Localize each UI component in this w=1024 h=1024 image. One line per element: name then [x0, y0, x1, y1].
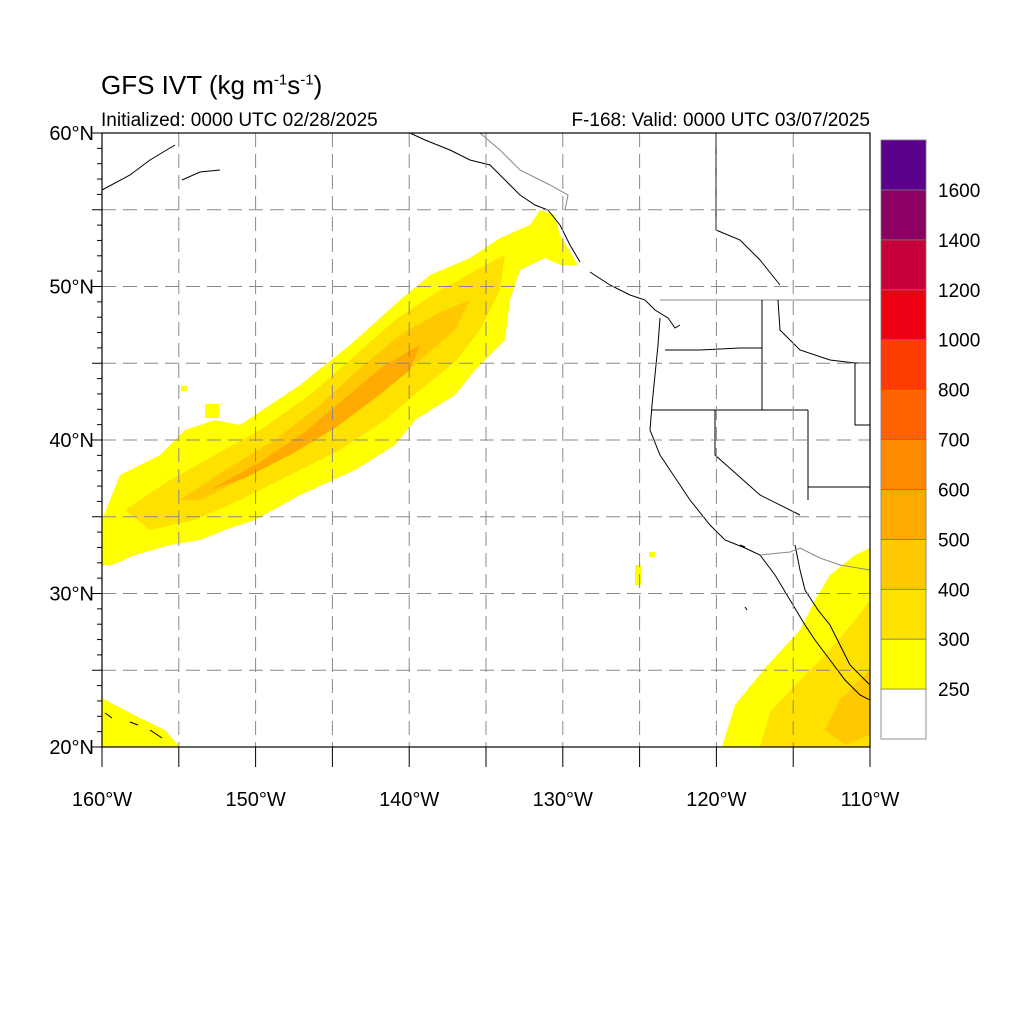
colorbar-label: 300 [938, 630, 970, 651]
colorbar-label: 1200 [938, 281, 980, 302]
wyoming-border [854, 362, 870, 426]
colorbar-box [880, 389, 927, 440]
colorbar-box [880, 439, 927, 490]
colorbar-label: 800 [938, 381, 970, 402]
ivt-speck [635, 565, 641, 585]
lon-label: 150°W [225, 789, 285, 811]
lon-axis-labels: 160°W 150°W 140°W 130°W 120°W 110°W [72, 789, 900, 811]
alberta-border [715, 133, 781, 286]
lon-label: 160°W [72, 789, 132, 811]
colorbar-label: 1000 [938, 331, 980, 352]
colorbar-label: 500 [938, 530, 970, 551]
lat-axis-labels: 60°N 50°N 40°N 30°N 20°N [49, 123, 94, 759]
colorbar-box [880, 289, 927, 341]
map-panel [102, 133, 870, 747]
lat-label: 40°N [49, 430, 94, 452]
ivt-speck [205, 404, 219, 418]
colorbar-box [880, 339, 927, 390]
colorbar-box [880, 139, 927, 191]
ivt-plume-400 [125, 255, 505, 530]
ivt-plume-600 [210, 345, 420, 490]
hawaii-islands [104, 712, 163, 739]
lat-label: 60°N [49, 123, 94, 145]
washington-oregon-border [665, 347, 762, 351]
lon-label: 130°W [533, 789, 593, 811]
montana-border [777, 299, 856, 364]
colorbar-box [880, 588, 927, 640]
lat-label: 30°N [49, 584, 94, 606]
colorbar-label: 600 [938, 480, 970, 501]
colorbar-label: 1600 [938, 181, 980, 202]
us-west-coast [649, 317, 870, 701]
colorbar-label: 1400 [938, 231, 980, 252]
colorbar-box [880, 538, 927, 590]
lon-label: 140°W [379, 789, 439, 811]
colorbar-box [880, 239, 927, 291]
aleutian-coast [102, 144, 221, 191]
baja-gulf-coast [794, 544, 870, 686]
colorbar-label: 400 [938, 580, 970, 601]
ivt-sw-corner [102, 698, 180, 747]
colorbar: 250 300 400 500 600 700 800 1000 1200 1400 1600 [880, 139, 980, 740]
colorbar-box [880, 489, 927, 540]
valid-time: F-168: Valid: 0000 UTC 03/07/2025 [571, 110, 870, 131]
initialized-time: Initialized: 0000 UTC 02/28/2025 [101, 110, 378, 131]
alaska-coast [409, 133, 581, 263]
lon-label: 120°W [686, 789, 746, 811]
ivt-plume-500 [180, 300, 470, 500]
colorbar-box [880, 688, 927, 740]
channel-islands [739, 544, 748, 611]
lat-label: 50°N [49, 277, 94, 299]
graticule [102, 133, 870, 747]
colorbar-box [880, 189, 927, 241]
colorbar-label: 700 [938, 431, 970, 452]
alaska-border [479, 133, 569, 211]
axis-ticks [92, 132, 871, 767]
california-nevada-border [714, 410, 801, 516]
ivt-se-plume-500 [825, 670, 870, 745]
ivt-speck [649, 552, 655, 557]
colorbar-box [880, 638, 927, 690]
colorbar-label: 250 [938, 680, 970, 701]
ivt-fill-layer [102, 210, 870, 747]
lon-label: 110°W [841, 789, 900, 811]
map-title: GFS IVT (kg m-1s-1) [101, 70, 323, 100]
us-mexico-border [759, 547, 870, 571]
lat-label: 20°N [49, 737, 94, 759]
ivt-speck [181, 386, 187, 391]
